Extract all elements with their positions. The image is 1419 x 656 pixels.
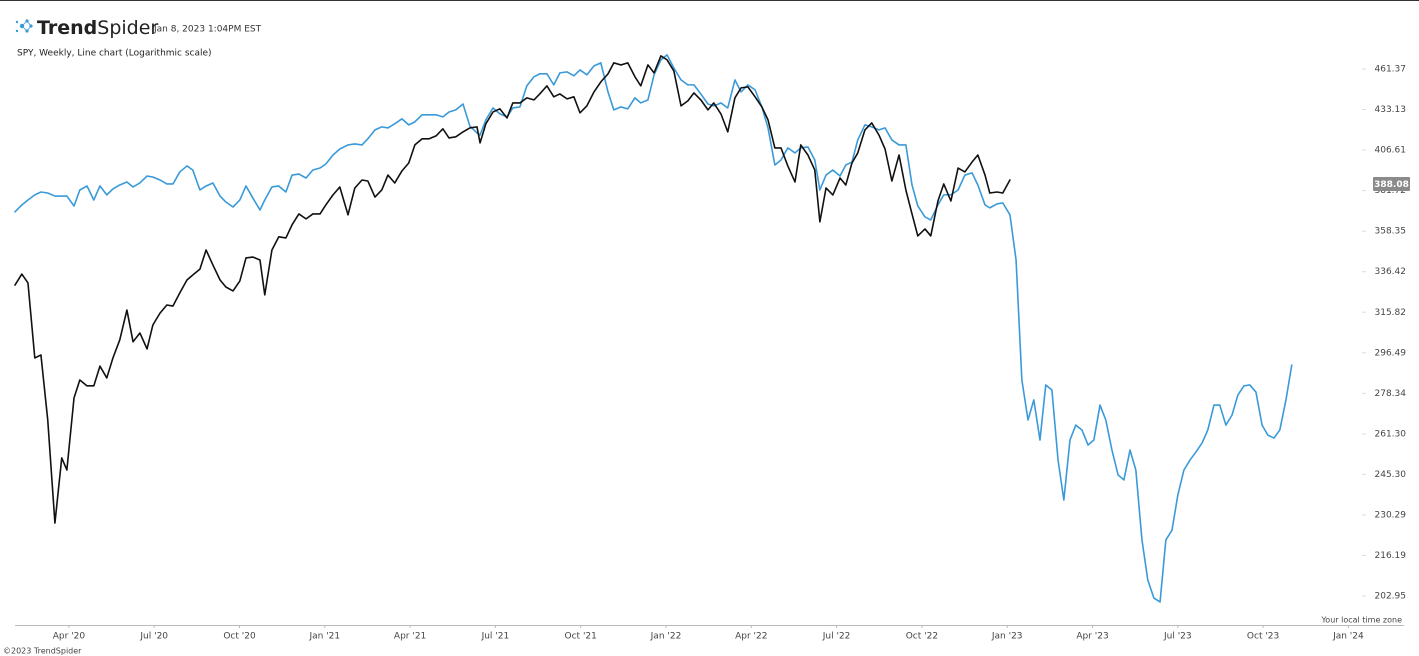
y-tick-label: 230.29: [1375, 510, 1407, 520]
series-line: [14, 54, 1293, 603]
y-tick-label: 296.49: [1375, 348, 1407, 358]
y-tick-label: 358.35: [1375, 227, 1407, 237]
y-tick-label: 433.13: [1375, 105, 1407, 115]
y-tick-label: 336.42: [1375, 267, 1407, 277]
brand-light: Spider: [97, 17, 158, 39]
last-price-badge: [1373, 177, 1410, 192]
x-tick-label: Jul '23: [1163, 632, 1192, 642]
logo-icon: [15, 19, 33, 33]
x-tick-label: Oct '22: [906, 632, 938, 642]
x-tick-label: Jul '22: [822, 632, 851, 642]
chart-title: SPY, Weekly, Line chart (Logarithmic sca…: [17, 49, 212, 59]
last-price-label: 388.08: [1374, 180, 1409, 190]
x-tick-label: Apr '22: [735, 632, 767, 642]
x-tick-label: Apr '21: [394, 632, 426, 642]
x-tick-label: Jan '24: [1332, 632, 1364, 642]
x-tick-label: Apr '20: [53, 632, 86, 642]
y-tick-label: 245.30: [1375, 470, 1407, 480]
y-tick-label: 315.82: [1375, 308, 1407, 318]
x-tick-label: Jan '23: [991, 632, 1023, 642]
y-tick-label: 261.30: [1375, 429, 1407, 439]
x-tick-label: Jul '21: [481, 632, 510, 642]
x-tick-label: Oct '20: [223, 632, 256, 642]
y-tick-label: 406.61: [1375, 146, 1407, 156]
y-tick-label: 278.34: [1375, 389, 1407, 399]
x-tick-label: Oct '21: [565, 632, 597, 642]
y-tick-label: 216.19: [1375, 551, 1407, 561]
copyright: ©2023 TrendSpider: [3, 647, 82, 656]
timezone-note: Your local time zone: [1320, 616, 1402, 625]
x-tick-label: Apr '23: [1076, 632, 1108, 642]
x-tick-label: Jan '22: [650, 632, 682, 642]
y-tick-label: 381.72: [1375, 186, 1407, 196]
brand: TrendSpider: [37, 17, 158, 39]
y-tick-label: 202.95: [1375, 592, 1407, 602]
x-tick-label: Oct '23: [1247, 632, 1279, 642]
timestamp: Jan 8, 2023 1:04PM EST: [153, 25, 262, 35]
series-line: [14, 55, 1011, 524]
y-tick-label: 461.37: [1375, 65, 1407, 75]
brand-bold: Trend: [37, 17, 97, 39]
x-tick-label: Jan '21: [308, 632, 340, 642]
x-tick-label: Jul '20: [139, 632, 168, 642]
